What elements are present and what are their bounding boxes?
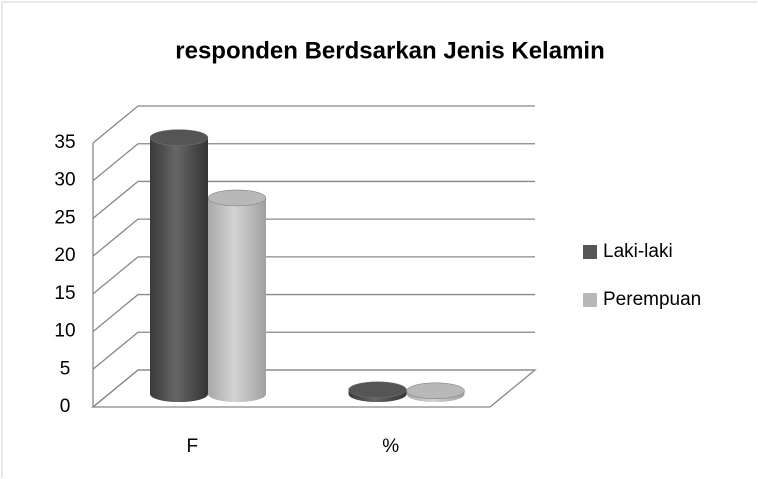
x-tick-label: F [186,436,198,457]
y-tick-label: 30 [54,170,75,191]
legend-swatch [583,245,597,259]
y-tick-label: 0 [60,396,71,417]
bar [149,129,209,403]
legend-label: Perempuan [603,289,701,310]
grid-line [92,369,535,408]
grid-line [92,293,535,333]
grid-line [92,331,535,370]
chart-title: responden Berdsarkan Jenis Kelamin [175,37,605,64]
grid-line [92,180,535,219]
y-tick-label: 5 [60,358,71,379]
legend-label: Laki-laki [603,241,673,262]
y-tick-label: 10 [54,321,75,342]
y-tick-label: 25 [54,207,75,228]
bar [207,189,267,403]
grid-line [92,105,535,144]
y-tick-label: 20 [54,245,75,266]
bar [348,381,407,403]
grid-line [92,143,535,182]
legend-swatch [583,293,597,307]
y-tick-label: 15 [54,283,75,304]
grid-line [92,256,535,295]
grid-line [92,218,535,257]
bar [406,382,465,403]
y-tick-label: 35 [54,132,75,153]
x-tick-label: % [382,436,399,457]
